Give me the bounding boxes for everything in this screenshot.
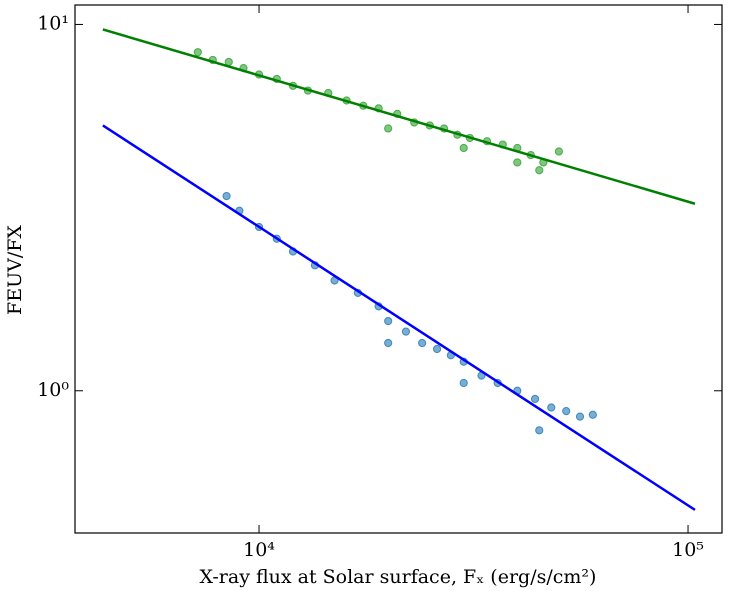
scatter-point xyxy=(384,338,393,348)
scatter-point xyxy=(554,147,563,156)
x-axis-label: X-ray flux at Solar surface, Fₓ (erg/s/c… xyxy=(200,566,597,588)
scatter-point xyxy=(562,407,571,416)
scatter-point xyxy=(535,426,544,435)
scatter-point xyxy=(535,166,544,175)
scatter-point xyxy=(418,338,427,348)
y-axis-label: FEUV/FX xyxy=(4,225,26,315)
scatter-point xyxy=(588,410,597,419)
scatter-point xyxy=(401,327,411,336)
scatter-point xyxy=(530,394,540,404)
scatter-point xyxy=(384,124,393,133)
fit-line xyxy=(102,28,696,205)
scatter-point xyxy=(547,403,556,412)
scatter-point xyxy=(193,48,202,57)
y-tick-label: 10¹ xyxy=(37,12,69,34)
x-tick-label: 10⁴ xyxy=(243,539,275,561)
x-tick-label: 10⁵ xyxy=(672,539,704,561)
scatter-point xyxy=(432,344,442,354)
scatter-point xyxy=(575,412,585,421)
fit-line xyxy=(102,124,696,511)
scatter-point xyxy=(384,316,393,326)
plot-frame xyxy=(74,4,723,534)
y-tick-label: 10⁰ xyxy=(37,379,69,401)
scatter-point xyxy=(459,143,468,153)
scatter-point xyxy=(459,378,468,388)
scatter-point xyxy=(222,191,231,201)
scatter-point xyxy=(513,158,522,167)
